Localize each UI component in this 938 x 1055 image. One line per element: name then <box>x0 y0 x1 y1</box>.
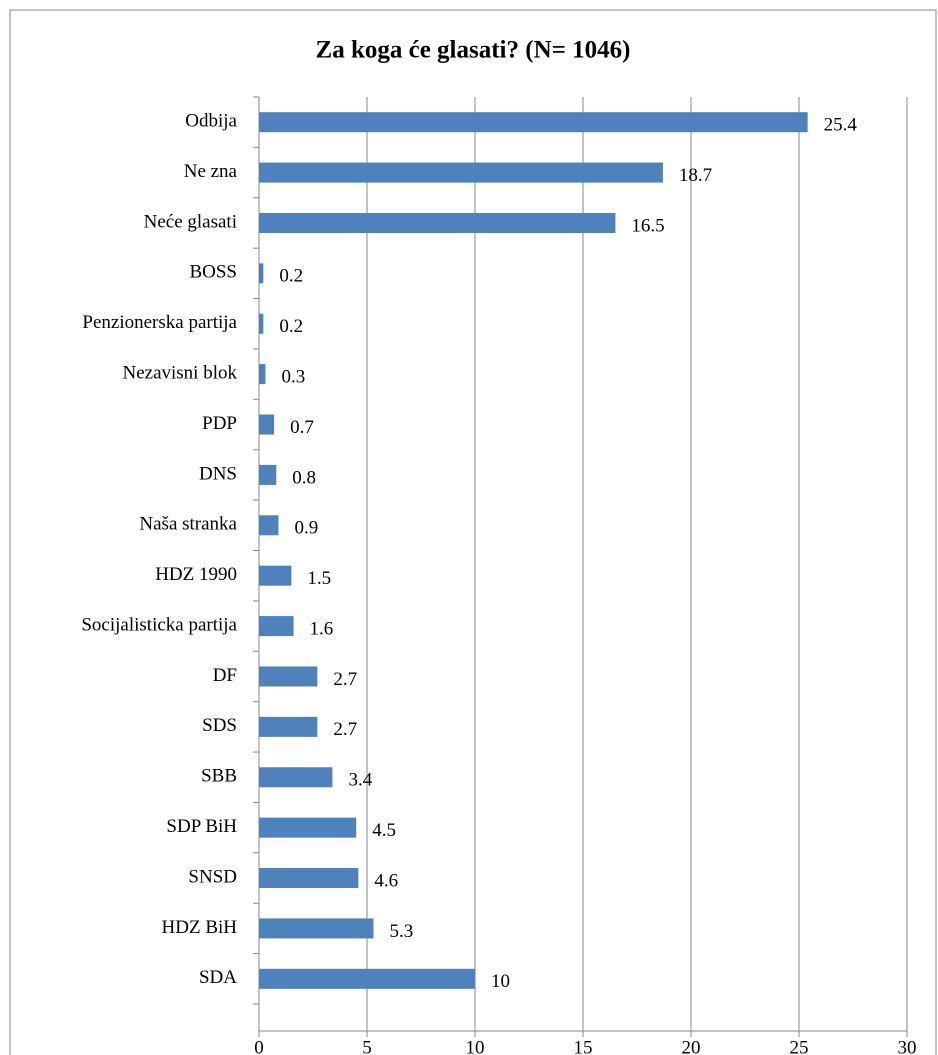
bar <box>259 716 318 737</box>
y-tick-label: HDZ BiH <box>162 917 238 938</box>
data-label: 16.5 <box>631 215 664 236</box>
data-label: 4.6 <box>374 870 398 891</box>
chart-title: Za koga će glasati? (N= 1046) <box>316 37 631 64</box>
bar <box>259 666 318 687</box>
data-label: 25.4 <box>824 115 858 136</box>
data-label: 0.2 <box>279 266 303 287</box>
data-label: 10 <box>491 971 510 992</box>
bar <box>259 263 264 284</box>
bar <box>259 364 266 385</box>
x-tick-label: 30 <box>898 1037 917 1055</box>
bar <box>259 515 279 536</box>
y-tick-label: Penzionerska partija <box>82 312 237 333</box>
y-tick-label: PDP <box>202 413 237 434</box>
y-tick-label: DNS <box>199 463 237 484</box>
y-tick-label: SDA <box>199 967 237 988</box>
y-tick-label: Neće glasati <box>144 211 237 232</box>
data-label: 0.2 <box>279 316 303 337</box>
y-tick-label: Odbija <box>185 111 237 132</box>
y-tick-label: Nezavisni blok <box>122 362 237 383</box>
data-label: 0.3 <box>281 366 305 387</box>
data-label: 1.6 <box>310 618 334 639</box>
x-tick-label: 20 <box>682 1037 701 1055</box>
x-tick-label: 10 <box>466 1037 485 1055</box>
y-tick-label: Socijalisticka partija <box>81 614 237 635</box>
bar <box>259 565 292 586</box>
data-label: 3.4 <box>348 770 372 791</box>
y-tick-label: Ne zna <box>184 161 238 182</box>
data-label: 1.5 <box>307 568 331 589</box>
bar <box>259 868 359 889</box>
data-label: 2.7 <box>333 719 357 740</box>
x-tick-label: 0 <box>254 1037 264 1055</box>
bar <box>259 464 277 485</box>
y-tick-label: DF <box>213 665 237 686</box>
y-tick-label: SDP BiH <box>166 816 237 837</box>
data-label: 5.3 <box>389 921 413 942</box>
bar <box>259 162 663 183</box>
bar <box>259 918 374 939</box>
bar <box>259 313 264 334</box>
bar <box>259 968 475 989</box>
data-label: 0.7 <box>290 417 314 438</box>
bar <box>259 817 357 838</box>
x-tick-label: 15 <box>574 1037 593 1055</box>
bar <box>259 767 333 788</box>
bar <box>259 212 616 233</box>
data-label: 4.5 <box>372 820 396 841</box>
y-tick-label: Naša stranka <box>139 514 237 535</box>
x-tick-label: 5 <box>362 1037 372 1055</box>
bar <box>259 112 808 133</box>
data-label: 0.8 <box>292 467 316 488</box>
data-label: 0.9 <box>294 518 318 539</box>
bar <box>259 414 275 435</box>
x-tick-label: 25 <box>790 1037 809 1055</box>
y-tick-label: SBB <box>201 766 237 787</box>
data-label: 2.7 <box>333 669 357 690</box>
bar <box>259 616 294 637</box>
y-tick-label: SDS <box>202 715 237 736</box>
y-tick-label: SNSD <box>188 866 237 887</box>
y-tick-label: BOSS <box>189 262 237 283</box>
chart-frame <box>9 9 937 1055</box>
data-label: 18.7 <box>679 165 712 186</box>
y-tick-label: HDZ 1990 <box>155 564 237 585</box>
